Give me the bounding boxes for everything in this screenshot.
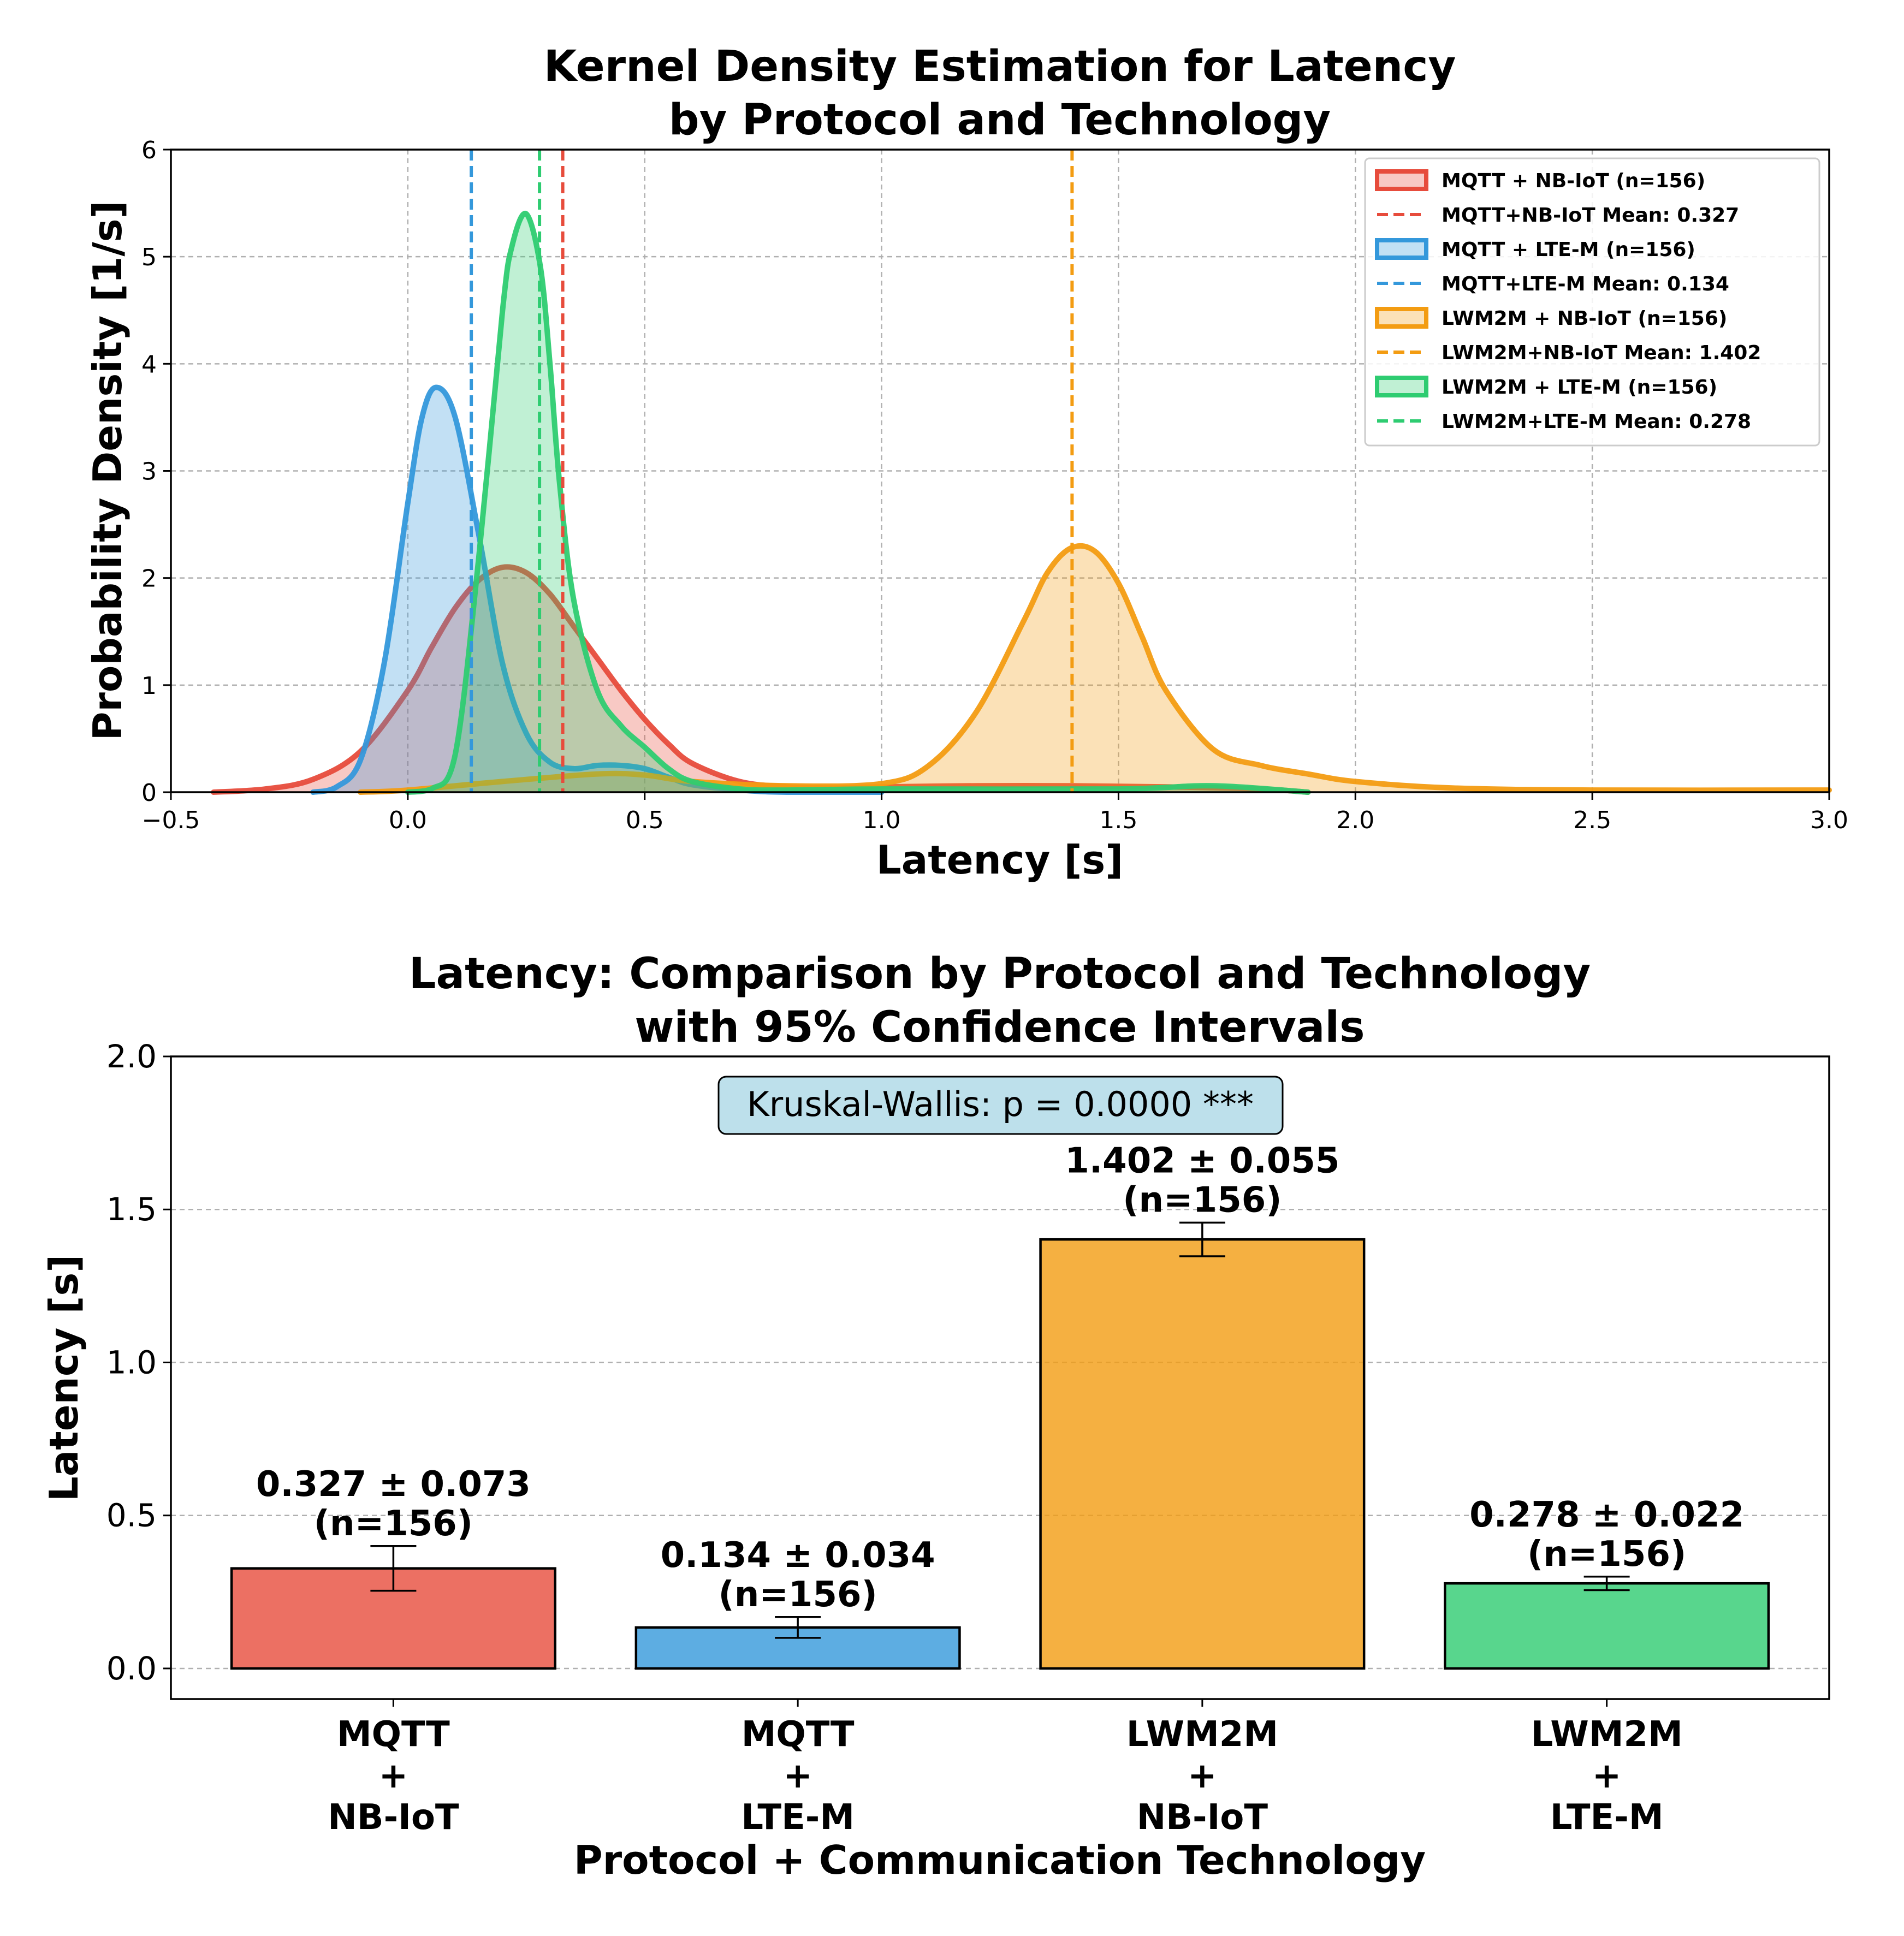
bar-category-label-lwm2m_ltem: + — [1592, 1756, 1622, 1796]
kde-legend-mean-label-mqtt_nbiot: MQTT+NB-IoT Mean: 0.327 — [1442, 204, 1739, 227]
annotation-box — [717, 1076, 1284, 1135]
kde-area-lwm2m_ltem — [407, 213, 1308, 792]
bar-y-tick-label: 0.5 — [106, 1497, 157, 1534]
kde-y-tick-label: 3 — [141, 458, 157, 486]
kde-x-tick-label: 1.0 — [863, 806, 901, 834]
kde-legend-label-lwm2m_ltem: LWM2M + LTE-M (n=156) — [1442, 376, 1717, 399]
kde-y-ticks: 0 1 2 3 4 5 6 — [141, 136, 171, 807]
bar-lwm2m_ltem — [1444, 1582, 1770, 1670]
kde-y-tick-label: 6 — [141, 136, 157, 164]
kde-line-lwm2m_ltem — [405, 211, 1311, 795]
bar-category-label-lwm2m_nbiot: NB-IoT — [1137, 1797, 1268, 1838]
bar-category-label-mqtt_ltem: MQTT — [742, 1714, 855, 1755]
kde-legend-swatch-lwm2m_ltem — [1375, 376, 1428, 397]
bar-n-label-lwm2m_ltem: (n=156) — [1527, 1534, 1686, 1575]
kde-chart: Kernel Density Estimation for Latency by… — [85, 42, 1848, 883]
kde-x-tick-label: 1.5 — [1099, 806, 1137, 834]
kde-legend-mean-label-lwm2m_nbiot: LWM2M+NB-IoT Mean: 1.402 — [1442, 342, 1761, 364]
bar-y-tick-label: 1.5 — [106, 1191, 157, 1228]
bar-lwm2m_nbiot — [1039, 1238, 1366, 1670]
bar-category-label-mqtt_nbiot: + — [379, 1756, 408, 1796]
kde-mean-lines — [470, 150, 1074, 792]
bar-category-label-lwm2m_ltem: LWM2M — [1531, 1714, 1682, 1755]
kde-areas — [211, 211, 1832, 795]
kde-x-tick-label: 2.0 — [1336, 806, 1374, 834]
kde-area-lwm2m_nbiot — [360, 545, 1829, 792]
kde-title: Kernel Density Estimation for Latency — [544, 42, 1456, 91]
bar-category-label-mqtt_ltem: LTE-M — [741, 1797, 855, 1838]
bar-value-label-lwm2m_ltem: 0.278 ± 0.022 — [1469, 1495, 1744, 1535]
bar-series: 0.327 ± 0.073(n=156)0.134 ± 0.034(n=156)… — [230, 1141, 1770, 1670]
bar-n-label-lwm2m_nbiot: (n=156) — [1123, 1180, 1282, 1220]
bar-subtitle: with 95% Confidence Intervals — [634, 1003, 1365, 1052]
kde-y-tick-label: 4 — [141, 351, 157, 378]
kde-x-tick-label: 0.0 — [389, 806, 427, 834]
kde-x-tick-label: 2.5 — [1573, 806, 1611, 834]
bar-y-tick-label: 1.0 — [106, 1344, 157, 1381]
kde-y-tick-label: 0 — [141, 779, 157, 807]
bar-chart: Latency: Comparison by Protocol and Tech… — [41, 949, 1830, 1883]
kde-subtitle: by Protocol and Technology — [669, 96, 1331, 145]
kde-legend-swatch-mqtt_nbiot — [1375, 169, 1428, 191]
bar-value-label-mqtt_ltem: 0.134 ± 0.034 — [661, 1535, 935, 1576]
kde-legend: MQTT + NB-IoT (n=156) MQTT+NB-IoT Mean: 0… — [1364, 157, 1820, 447]
kde-legend-box — [1364, 157, 1820, 447]
bar-title: Latency: Comparison by Protocol and Tech… — [409, 949, 1591, 999]
kde-x-tick-label: −0.5 — [142, 806, 200, 834]
bar-n-label-mqtt_ltem: (n=156) — [718, 1575, 877, 1615]
bar-y-ticks: 0.0 0.5 1.0 1.5 2.0 — [106, 1038, 171, 1687]
kde-legend-mean-label-lwm2m_ltem: LWM2M+LTE-M Mean: 0.278 — [1442, 411, 1751, 433]
bar-category-label-mqtt_nbiot: NB-IoT — [328, 1797, 459, 1838]
bar-value-label-mqtt_nbiot: 0.327 ± 0.073 — [256, 1464, 531, 1505]
kde-area-mqtt_nbiot — [213, 567, 1308, 792]
kde-legend-label-lwm2m_nbiot: LWM2M + NB-IoT (n=156) — [1442, 307, 1727, 330]
kruskal-wallis-annotation: Kruskal-Wallis: p = 0.0000 *** — [717, 1076, 1284, 1135]
kde-legend-label-mqtt_nbiot: MQTT + NB-IoT (n=156) — [1442, 170, 1705, 192]
kde-x-tick-label: 0.5 — [626, 806, 664, 834]
bar-category-labels: MQTT+NB-IoTMQTT+LTE-MLWM2M+NB-IoTLWM2M+L… — [328, 1699, 1683, 1838]
bar-n-label-mqtt_nbiot: (n=156) — [314, 1504, 473, 1544]
kde-line-mqtt_nbiot — [211, 564, 1311, 795]
kde-x-tick-label: 3.0 — [1810, 806, 1848, 834]
bar-y-axis-label: Latency [s] — [41, 1255, 87, 1501]
bar-category-label-mqtt_ltem: + — [783, 1756, 812, 1796]
bar-y-tick-label: 0.0 — [106, 1650, 157, 1687]
kde-line-lwm2m_nbiot — [358, 543, 1832, 795]
bar-x-axis-label: Protocol + Communication Technology — [574, 1837, 1426, 1883]
bar-value-label-lwm2m_nbiot: 1.402 ± 0.055 — [1065, 1141, 1339, 1181]
kde-y-axis-label: Probability Density [1/s] — [85, 201, 131, 741]
bar-category-label-mqtt_nbiot: MQTT — [337, 1714, 450, 1755]
kde-legend-swatch-mqtt_ltem — [1375, 238, 1428, 260]
kde-x-axis-label: Latency [s] — [876, 837, 1123, 883]
kde-y-tick-label: 2 — [141, 565, 157, 593]
bar-category-label-lwm2m_ltem: LTE-M — [1550, 1797, 1664, 1838]
kde-y-tick-label: 1 — [141, 672, 157, 700]
bar-plot-frame — [170, 1055, 1830, 1700]
bar-category-label-lwm2m_nbiot: + — [1188, 1756, 1217, 1796]
annotation-text: Kruskal-Wallis: p = 0.0000 *** — [747, 1084, 1254, 1124]
kde-legend-label-mqtt_ltem: MQTT + LTE-M (n=156) — [1442, 239, 1695, 261]
kde-area-mqtt_ltem — [313, 387, 882, 792]
bar-category-label-lwm2m_nbiot: LWM2M — [1126, 1714, 1278, 1755]
kde-legend-swatch-lwm2m_nbiot — [1375, 307, 1428, 329]
kde-y-tick-label: 5 — [141, 244, 157, 271]
kde-legend-mean-label-mqtt_ltem: MQTT+LTE-M Mean: 0.134 — [1442, 273, 1729, 295]
bar-y-tick-label: 2.0 — [106, 1038, 157, 1075]
kde-x-ticks: −0.5 0.0 0.5 1.0 1.5 2.0 2.5 3.0 — [142, 792, 1848, 834]
